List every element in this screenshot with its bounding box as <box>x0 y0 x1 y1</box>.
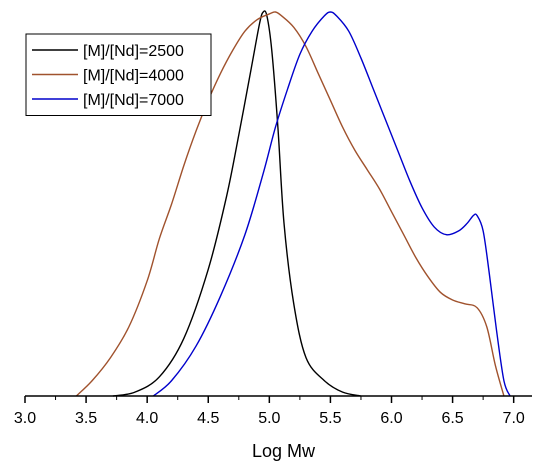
x-tick-label: 6.5 <box>441 410 463 427</box>
x-tick-label: 3.5 <box>75 410 97 427</box>
x-tick-label: 4.5 <box>197 410 219 427</box>
legend-label-3: [M]/[Nd]=7000 <box>83 92 184 109</box>
curves-group <box>75 10 511 397</box>
x-tick-label: 3.0 <box>14 410 36 427</box>
series-line-3 <box>152 11 511 397</box>
series-line-2 <box>75 11 505 397</box>
x-axis-title: Log Mw <box>252 441 316 461</box>
legend: [M]/[Nd]=2500 [M]/[Nd]=4000 [M]/[Nd]=7000 <box>25 33 212 116</box>
series-line-1 <box>112 10 362 397</box>
legend-label-1: [M]/[Nd]=2500 <box>83 43 184 60</box>
x-tick-label: 4.0 <box>136 410 158 427</box>
x-tick-label: 6.0 <box>380 410 402 427</box>
x-tick-label: 7.0 <box>503 410 525 427</box>
legend-label-2: [M]/[Nd]=4000 <box>83 68 184 85</box>
x-tick-label: 5.0 <box>258 410 280 427</box>
x-tick-label: 5.5 <box>319 410 341 427</box>
x-ticks-group: 3.0 3.5 4.0 4.5 5.0 5.5 6.0 6.5 7.0 <box>14 396 525 427</box>
